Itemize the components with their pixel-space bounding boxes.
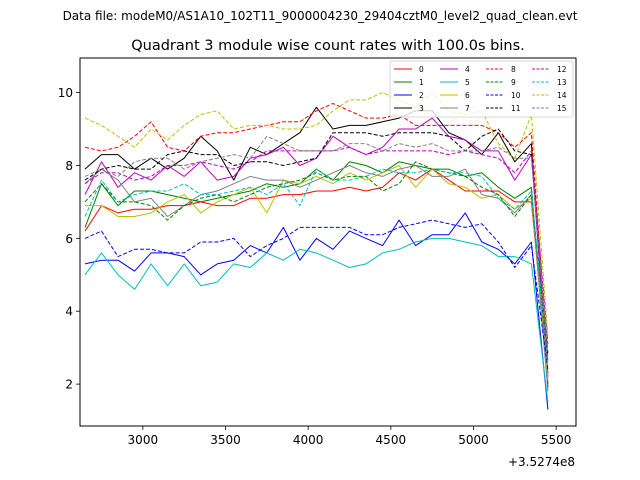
chart-title: Quadrant 3 module wise count rates with … [131,38,525,54]
y-tick-label: 10 [58,86,73,100]
x-axis-offset-label: +3.5274e8 [508,455,575,469]
legend-label-13: 13 [557,78,567,87]
series-line-5 [84,237,549,403]
legend-label-15: 15 [557,104,567,113]
legend-label-8: 8 [511,65,516,74]
x-tick-label: 5000 [458,433,489,447]
series-line-11 [84,128,549,356]
x-tick-label: 4000 [293,433,324,447]
legend-label-5: 5 [465,78,470,87]
series-layer [84,92,549,410]
x-tick-label: 5500 [541,433,572,447]
series-line-3 [84,106,549,388]
legend-label-6: 6 [465,91,470,100]
plot-area [79,57,577,427]
series-line-0 [84,168,549,374]
legend-label-10: 10 [511,91,521,100]
y-tick-label: 6 [65,232,73,246]
series-line-8 [84,103,549,363]
series-line-12 [84,146,549,345]
y-tick-label: 4 [65,305,73,319]
legend-label-12: 12 [557,65,567,74]
y-tick-label: 8 [65,159,73,173]
series-line-6 [85,165,549,381]
legend-label-11: 11 [511,104,521,113]
series-line-10 [84,219,549,370]
series-line-1 [84,161,549,385]
legend-label-2: 2 [419,91,424,100]
series-line-4 [84,117,549,377]
x-tick-label: 3000 [128,433,159,447]
axes-frame [79,57,577,427]
x-tick-label: 3500 [210,433,241,447]
x-axis: 3000 3500 4000 4500 5000 5500 [128,426,572,447]
series-line-15 [84,135,549,352]
series-line-13 [84,168,549,366]
series-line-9 [84,161,549,359]
y-tick-label: 2 [65,378,73,392]
legend-frame [389,60,574,118]
series-line-7 [84,165,549,392]
legend-label-9: 9 [511,78,516,87]
legend-label-1: 1 [419,78,424,87]
legend-label-14: 14 [557,91,567,100]
legend-label-3: 3 [419,104,424,113]
x-tick-label: 4500 [376,433,407,447]
file-suptitle: Data file: modeM0/AS1A10_102T11_90000042… [63,9,578,23]
legend-label-0: 0 [419,65,424,74]
series-line-2 [84,212,549,410]
legend-label-4: 4 [465,65,470,74]
y-axis: 2 4 6 8 10 [58,86,80,392]
legend-label-7: 7 [465,104,470,113]
series-line-14 [84,92,549,337]
